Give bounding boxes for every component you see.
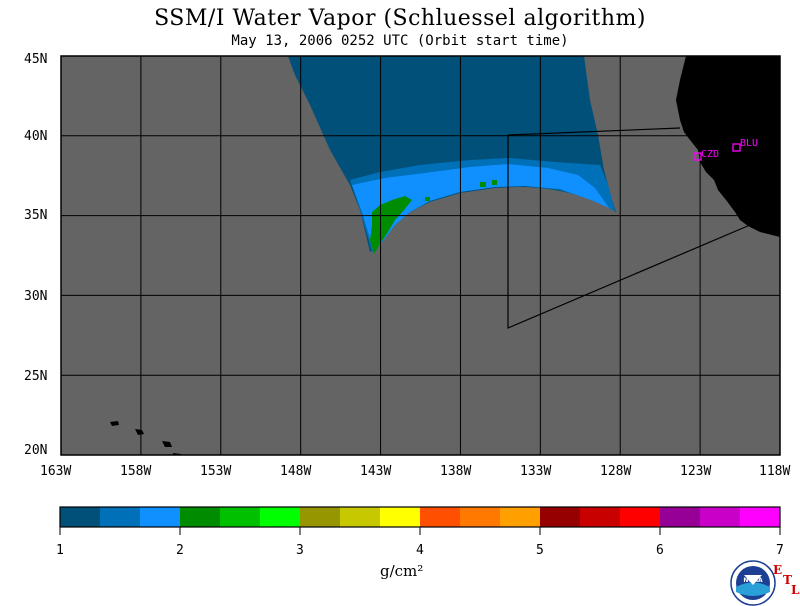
colorbar — [59, 506, 781, 535]
lon-label-138w: 138W — [440, 464, 472, 479]
colorbar-cell — [660, 507, 701, 527]
map-frame — [60, 55, 781, 456]
colorbar-cell — [340, 507, 381, 527]
station-czd: CZD — [693, 149, 719, 161]
station-czd-marker — [693, 152, 702, 161]
colorbar-cell — [220, 507, 261, 527]
flight-track — [507, 127, 681, 136]
lat-label-45n: 45N — [24, 52, 48, 67]
colorbar-cell — [60, 507, 101, 527]
colorbar-cell — [540, 507, 581, 527]
lon-label-153w: 153W — [200, 464, 232, 479]
colorbar-cell — [300, 507, 341, 527]
swath-green-dot — [425, 197, 430, 201]
colorbar-label-7: 7 — [776, 543, 784, 558]
lon-label-123w: 123W — [680, 464, 712, 479]
etl-letter-l: L — [791, 583, 800, 597]
lat-label-35n: 35N — [24, 208, 48, 223]
hawaii-island — [135, 429, 144, 435]
colorbar-label-4: 4 — [416, 543, 424, 558]
colorbar-label-2: 2 — [176, 543, 184, 558]
hawaii-island — [162, 441, 172, 447]
lon-label-158w: 158W — [120, 464, 152, 479]
colorbar-label-5: 5 — [536, 543, 544, 558]
colorbar-units: g/cm² — [380, 562, 424, 580]
flight-track — [507, 135, 751, 329]
lat-label-40n: 40N — [24, 129, 48, 144]
lat-label-25n: 25N — [24, 369, 48, 384]
colorbar-cell — [140, 507, 181, 527]
lon-label-128w: 128W — [600, 464, 632, 479]
colorbar-cell — [100, 507, 141, 527]
lon-label-148w: 148W — [280, 464, 312, 479]
station-czd-label: CZD — [701, 149, 719, 160]
swath-band-light — [352, 164, 612, 252]
swath-green-dot — [492, 180, 497, 185]
colorbar-ticks — [59, 527, 781, 535]
noaa-logo-icon: NOAA — [730, 560, 776, 606]
colorbar-cell — [740, 507, 781, 527]
colorbar-cell — [620, 507, 661, 527]
etl-letter-e: E — [773, 563, 783, 577]
noaa-logo-text: NOAA — [743, 577, 763, 584]
lon-label-133w: 133W — [520, 464, 552, 479]
colorbar-cells — [60, 507, 781, 527]
north-america-landmass — [676, 56, 780, 237]
swath-green-dot — [480, 182, 486, 187]
station-blu: BLU — [732, 138, 758, 152]
colorbar-label-6: 6 — [656, 543, 664, 558]
etl-letter-t: T — [783, 573, 792, 587]
hawaii-island — [110, 421, 119, 426]
colorbar-cell — [580, 507, 621, 527]
colorbar-cell — [260, 507, 301, 527]
lat-label-20n: 20N — [24, 443, 48, 458]
colorbar-cell — [420, 507, 461, 527]
colorbar-cell — [700, 507, 741, 527]
lon-label-118w: 118W — [759, 464, 791, 479]
colorbar-cell — [380, 507, 421, 527]
lat-label-30n: 30N — [24, 289, 48, 304]
water-vapor-swath — [288, 56, 618, 254]
station-blu-marker — [732, 143, 741, 152]
swath-gap — [350, 187, 690, 455]
lon-label-163w: 163W — [40, 464, 72, 479]
colorbar-cell — [460, 507, 501, 527]
map-title: SSM/I Water Vapor (Schluessel algorithm) — [154, 6, 646, 31]
colorbar-cell — [500, 507, 541, 527]
map-subtitle: May 13, 2006 0252 UTC (Orbit start time) — [231, 33, 569, 49]
station-blu-label: BLU — [740, 138, 758, 149]
lon-label-143w: 143W — [360, 464, 392, 479]
colorbar-label-3: 3 — [296, 543, 304, 558]
water-vapor-map: CZD BLU — [60, 55, 781, 456]
colorbar-cell — [180, 507, 221, 527]
colorbar-label-1: 1 — [56, 543, 64, 558]
